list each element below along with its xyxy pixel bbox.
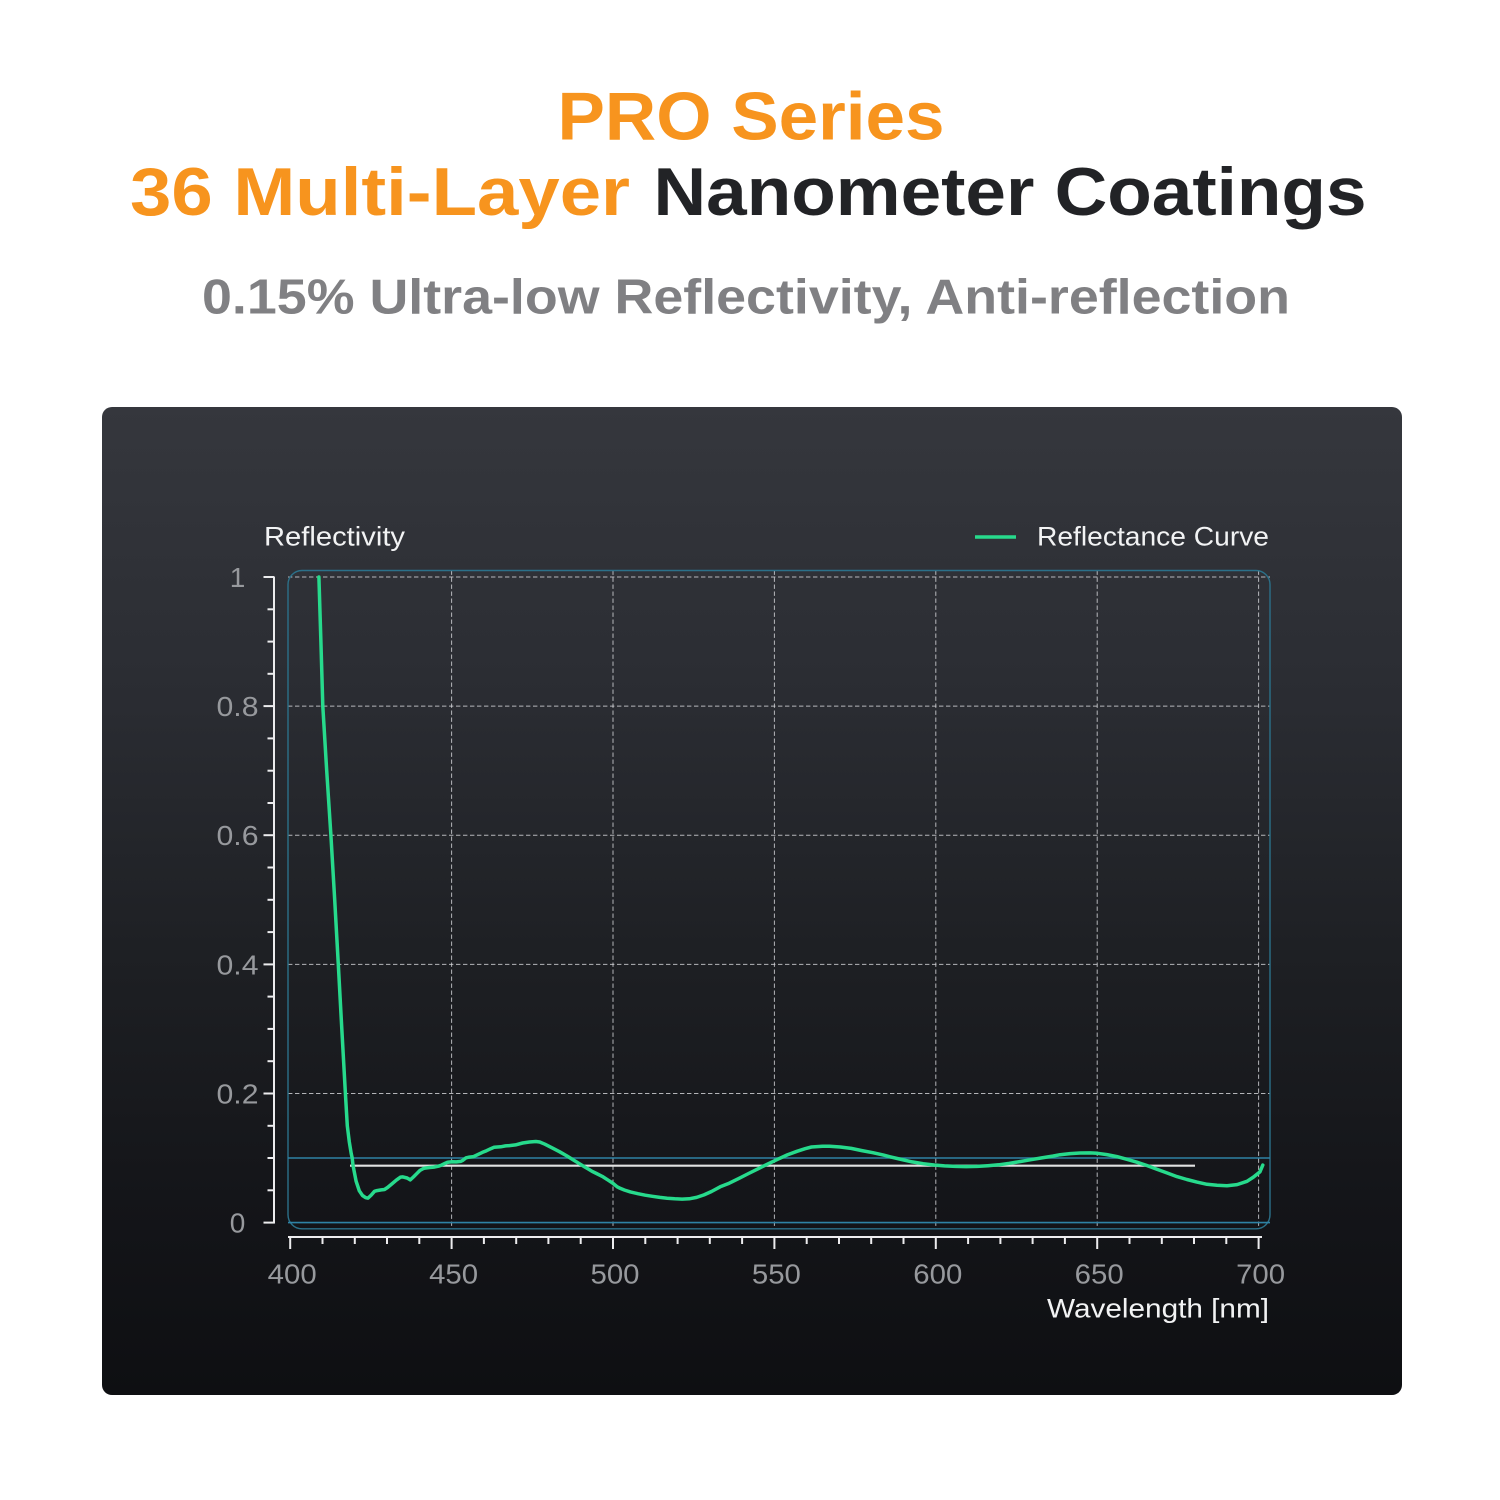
svg-text:0.15% Ultra-low Reflectivity,: 0.15% Ultra-low Reflectivity, Anti-refle… [202,271,1290,325]
svg-text:Reflectivity: Reflectivity [264,522,406,552]
svg-text:1: 1 [230,562,246,593]
svg-text:450: 450 [429,1259,478,1290]
svg-text:0.8: 0.8 [217,691,259,722]
svg-text:550: 550 [752,1259,801,1290]
svg-text:36 Multi-Layer: 36 Multi-Layer [130,154,630,230]
svg-text:Wavelength [nm]: Wavelength [nm] [1047,1294,1269,1324]
svg-text:700: 700 [1236,1259,1285,1290]
svg-text:0.2: 0.2 [217,1079,259,1110]
svg-text:PRO Series: PRO Series [558,79,945,155]
svg-text:Nanometer Coatings: Nanometer Coatings [654,154,1367,230]
svg-text:0: 0 [230,1208,246,1239]
svg-text:400: 400 [268,1259,317,1290]
svg-text:0.4: 0.4 [217,949,259,980]
svg-text:Reflectance Curve: Reflectance Curve [1037,522,1269,552]
svg-text:600: 600 [913,1259,962,1290]
svg-text:650: 650 [1075,1259,1124,1290]
svg-text:0.6: 0.6 [217,820,259,851]
svg-text:500: 500 [591,1259,640,1290]
